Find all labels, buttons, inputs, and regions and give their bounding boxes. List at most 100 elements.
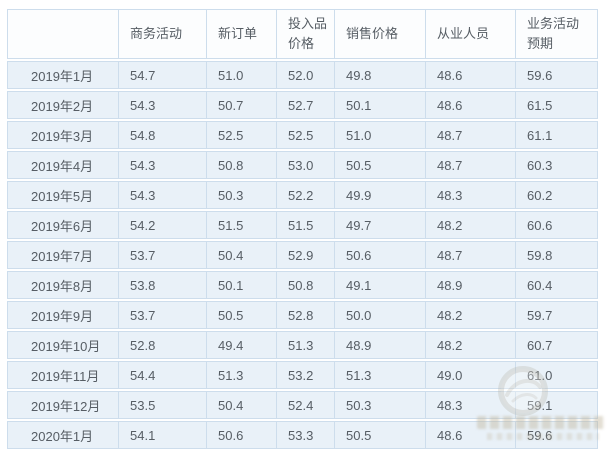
table-row: 2019年8月 53.8 50.1 50.8 49.1 48.9 60.4	[7, 271, 598, 299]
table-cell: 50.8	[277, 271, 335, 299]
table-cell: 51.3	[207, 361, 277, 389]
table-cell: 61.0	[516, 361, 598, 389]
table-cell: 54.1	[119, 421, 207, 449]
table-cell: 48.3	[426, 181, 516, 209]
table-cell: 50.4	[207, 241, 277, 269]
column-header: 销售价格	[335, 9, 426, 59]
table-cell: 60.4	[516, 271, 598, 299]
table-cell: 61.1	[516, 121, 598, 149]
table-cell: 52.5	[277, 121, 335, 149]
row-label-month: 2019年4月	[7, 151, 119, 179]
table-cell: 48.7	[426, 121, 516, 149]
table-cell: 48.3	[426, 391, 516, 419]
table-cell: 50.7	[207, 91, 277, 119]
table-cell: 59.1	[516, 391, 598, 419]
table-row: 2019年4月 54.3 50.8 53.0 50.5 48.7 60.3	[7, 151, 598, 179]
table-cell: 52.8	[277, 301, 335, 329]
table-cell: 60.2	[516, 181, 598, 209]
table-cell: 50.3	[335, 391, 426, 419]
row-label-month: 2019年12月	[7, 391, 119, 419]
table-cell: 50.1	[207, 271, 277, 299]
pmi-index-table: 商务活动 新订单 投入品 价格 销售价格 从业人员 业务活动 预期 2019年1月 54.7…	[7, 7, 598, 451]
row-label-month: 2019年6月	[7, 211, 119, 239]
table-cell: 48.2	[426, 211, 516, 239]
table-cell: 50.5	[335, 151, 426, 179]
table-cell: 53.3	[277, 421, 335, 449]
table-row: 2019年6月 54.2 51.5 51.5 49.7 48.2 60.6	[7, 211, 598, 239]
table-body: 2019年1月 54.7 51.0 52.0 49.8 48.6 59.6 2019年2月 54…	[7, 61, 598, 449]
table-cell: 53.7	[119, 301, 207, 329]
row-label-month: 2019年10月	[7, 331, 119, 359]
row-label-month: 2020年1月	[7, 421, 119, 449]
table-cell: 50.6	[207, 421, 277, 449]
table-header: 商务活动 新订单 投入品 价格 销售价格 从业人员 业务活动 预期	[7, 9, 598, 59]
table-row: 2019年12月 53.5 50.4 52.4 50.3 48.3 59.1	[7, 391, 598, 419]
table-cell: 52.2	[277, 181, 335, 209]
row-label-month: 2019年1月	[7, 61, 119, 89]
table-cell: 48.6	[426, 421, 516, 449]
table-cell: 50.5	[207, 301, 277, 329]
row-label-month: 2019年8月	[7, 271, 119, 299]
table-cell: 51.5	[277, 211, 335, 239]
table-row: 2019年10月 52.8 49.4 51.3 48.9 48.2 60.7	[7, 331, 598, 359]
table-cell: 53.0	[277, 151, 335, 179]
table-cell: 50.3	[207, 181, 277, 209]
corner-header-cell	[7, 9, 119, 59]
table-cell: 52.4	[277, 391, 335, 419]
row-label-month: 2019年11月	[7, 361, 119, 389]
table-row: 2019年2月 54.3 50.7 52.7 50.1 48.6 61.5	[7, 91, 598, 119]
table-cell: 54.2	[119, 211, 207, 239]
row-label-month: 2019年5月	[7, 181, 119, 209]
table-cell: 61.5	[516, 91, 598, 119]
table-cell: 48.6	[426, 61, 516, 89]
table-cell: 51.3	[277, 331, 335, 359]
table-cell: 52.8	[119, 331, 207, 359]
table-cell: 50.4	[207, 391, 277, 419]
table-row: 2020年1月 54.1 50.6 53.3 50.5 48.6 59.6	[7, 421, 598, 449]
table-cell: 48.7	[426, 241, 516, 269]
table-cell: 48.6	[426, 91, 516, 119]
table-cell: 48.2	[426, 331, 516, 359]
table-cell: 53.2	[277, 361, 335, 389]
table-cell: 59.6	[516, 61, 598, 89]
table-cell: 50.6	[335, 241, 426, 269]
table-cell: 51.3	[335, 361, 426, 389]
table-cell: 49.8	[335, 61, 426, 89]
header-row: 商务活动 新订单 投入品 价格 销售价格 从业人员 业务活动 预期	[7, 9, 598, 59]
table-cell: 49.4	[207, 331, 277, 359]
table-cell: 53.8	[119, 271, 207, 299]
row-label-month: 2019年3月	[7, 121, 119, 149]
table-cell: 60.3	[516, 151, 598, 179]
table-cell: 51.0	[207, 61, 277, 89]
table-cell: 51.0	[335, 121, 426, 149]
table-cell: 49.0	[426, 361, 516, 389]
row-label-month: 2019年7月	[7, 241, 119, 269]
table-row: 2019年9月 53.7 50.5 52.8 50.0 48.2 59.7	[7, 301, 598, 329]
table-cell: 49.9	[335, 181, 426, 209]
table-row: 2019年5月 54.3 50.3 52.2 49.9 48.3 60.2	[7, 181, 598, 209]
column-header: 新订单	[207, 9, 277, 59]
table-cell: 52.5	[207, 121, 277, 149]
table-cell: 50.0	[335, 301, 426, 329]
table-cell: 50.5	[335, 421, 426, 449]
table-cell: 54.3	[119, 181, 207, 209]
table-cell: 60.7	[516, 331, 598, 359]
column-header: 业务活动 预期	[516, 9, 598, 59]
column-header: 从业人员	[426, 9, 516, 59]
table-cell: 54.3	[119, 91, 207, 119]
table-cell: 59.6	[516, 421, 598, 449]
row-label-month: 2019年9月	[7, 301, 119, 329]
table-cell: 51.5	[207, 211, 277, 239]
table-cell: 59.7	[516, 301, 598, 329]
table-cell: 50.1	[335, 91, 426, 119]
table-cell: 49.1	[335, 271, 426, 299]
table-cell: 48.7	[426, 151, 516, 179]
table-cell: 52.9	[277, 241, 335, 269]
table-row: 2019年1月 54.7 51.0 52.0 49.8 48.6 59.6	[7, 61, 598, 89]
table-cell: 54.3	[119, 151, 207, 179]
column-header: 投入品 价格	[277, 9, 335, 59]
column-header: 商务活动	[119, 9, 207, 59]
table-cell: 54.7	[119, 61, 207, 89]
table-cell: 48.9	[335, 331, 426, 359]
table-row: 2019年7月 53.7 50.4 52.9 50.6 48.7 59.8	[7, 241, 598, 269]
